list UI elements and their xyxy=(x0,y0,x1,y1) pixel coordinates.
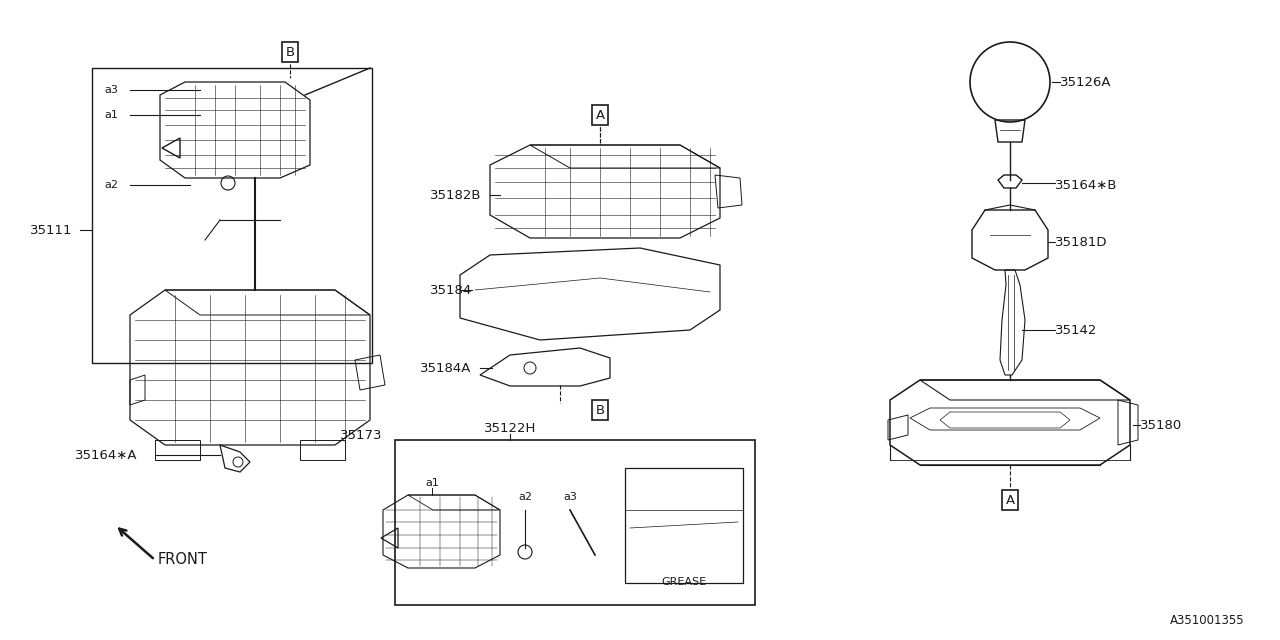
Text: 35111: 35111 xyxy=(29,223,73,237)
Bar xyxy=(396,440,755,605)
Text: GREASE: GREASE xyxy=(662,577,707,587)
Text: 35164∗A: 35164∗A xyxy=(76,449,137,461)
Text: 35182B: 35182B xyxy=(430,189,481,202)
Text: a1: a1 xyxy=(425,478,439,488)
Text: 35164∗B: 35164∗B xyxy=(1055,179,1117,191)
Text: a3: a3 xyxy=(563,492,577,502)
Text: FRONT: FRONT xyxy=(157,552,207,568)
Text: 35126A: 35126A xyxy=(1060,76,1111,88)
Text: 35181D: 35181D xyxy=(1055,236,1107,248)
Bar xyxy=(92,68,372,363)
Text: 35142: 35142 xyxy=(1055,323,1097,337)
Text: A: A xyxy=(1005,493,1015,506)
Text: B: B xyxy=(595,403,604,417)
Text: 35180: 35180 xyxy=(1140,419,1183,431)
Text: a2: a2 xyxy=(518,492,532,502)
Text: 35173: 35173 xyxy=(340,429,383,442)
Text: 35184A: 35184A xyxy=(420,362,471,374)
Text: 35184: 35184 xyxy=(430,284,472,296)
Text: a1: a1 xyxy=(104,110,118,120)
Text: A351001355: A351001355 xyxy=(1170,614,1245,627)
Text: B: B xyxy=(285,45,294,58)
Text: a3: a3 xyxy=(104,85,118,95)
Text: A: A xyxy=(595,109,604,122)
Text: 35122H: 35122H xyxy=(484,422,536,435)
Bar xyxy=(625,468,742,583)
Text: a2: a2 xyxy=(104,180,118,190)
